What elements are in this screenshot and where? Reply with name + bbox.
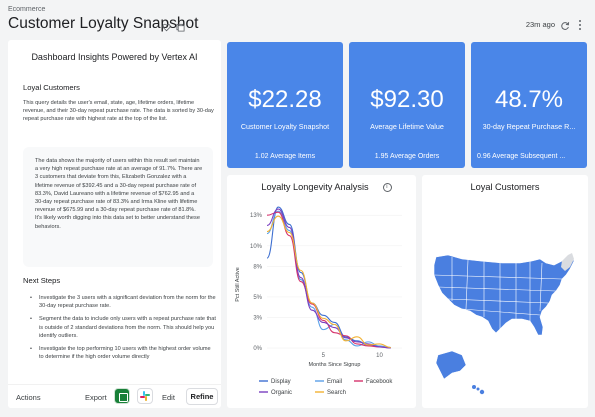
- kpi-value: $22.28: [248, 86, 322, 113]
- section-title-next-steps: Next Steps: [23, 276, 61, 285]
- legend-label: Search: [327, 390, 346, 396]
- list-item: Investigate the top performing 10 users …: [30, 345, 216, 361]
- kpi-value: $92.30: [370, 86, 444, 113]
- kpi-footer: 0.96 Average Subsequent ...: [477, 153, 566, 160]
- google-sheets-icon[interactable]: [114, 388, 130, 404]
- actions-bar: Actions Export Edit Refine: [8, 384, 221, 408]
- legend-label: Display: [271, 379, 291, 385]
- northeast-states: [561, 253, 574, 271]
- loyal-customers-map-panel: Loyal Customers: [422, 175, 588, 408]
- hawaii: [472, 385, 476, 389]
- us-contiguous-states: [433, 254, 575, 336]
- y-tick-label: 5%: [253, 295, 262, 301]
- section-description: This query details the user's email, sta…: [23, 100, 214, 123]
- y-tick-label: 0%: [253, 346, 262, 352]
- refine-button[interactable]: Refine: [186, 388, 218, 405]
- heart-icon[interactable]: [162, 19, 171, 32]
- actions-label: Actions: [16, 393, 41, 402]
- kpi-footer: 1.95 Average Orders: [374, 153, 440, 160]
- next-steps-list: Investigate the 3 users with a significa…: [30, 294, 216, 366]
- export-label: Export: [85, 393, 107, 402]
- state-borders: [433, 257, 563, 329]
- map-title: Loyal Customers: [470, 182, 540, 192]
- insights-panel: Dashboard Insights Powered by Vertex AI …: [8, 40, 221, 408]
- x-axis-label: Months Since Signup: [309, 362, 361, 368]
- list-item: Segment the data to include only users w…: [30, 315, 216, 340]
- legend-label: Facebook: [366, 379, 393, 385]
- kpi-value: 48.7%: [494, 86, 564, 113]
- slack-icon[interactable]: [137, 388, 153, 404]
- line-chart: 0% 3% 5% 8% 10% 13% 5 10 Months Since Signup Pct …: [235, 206, 402, 396]
- y-axis-label: Pct Still Active: [235, 267, 241, 302]
- section-title-loyal-customers: Loyal Customers: [23, 83, 80, 92]
- x-tick-label: 5: [322, 353, 326, 359]
- y-tick-label: 13%: [250, 213, 263, 219]
- hawaii: [479, 389, 485, 395]
- chart-title: Loyalty Longevity Analysis: [261, 182, 369, 192]
- list-item: Investigate the 3 users with a significa…: [30, 294, 216, 310]
- kpi-label: 30-day Repeat Purchase R...: [482, 122, 576, 131]
- kpi-card-repeat-purchase[interactable]: 48.7% 30-day Repeat Purchase R... 0.96 A…: [471, 42, 587, 168]
- title-icons: [162, 19, 185, 32]
- refresh-icon[interactable]: [560, 18, 570, 30]
- top-bar: Ecommerce Customer Loyalty Snapshot 23m …: [0, 0, 595, 40]
- series-line-search: [266, 215, 391, 349]
- y-tick-label: 10%: [250, 244, 263, 250]
- us-map[interactable]: [422, 175, 588, 408]
- kpi-label: Average Lifetime Value: [370, 122, 444, 131]
- more-vert-icon[interactable]: [575, 18, 585, 30]
- info-icon[interactable]: [383, 183, 392, 192]
- kpi-label: Customer Loyalty Snapshot: [240, 122, 330, 131]
- page-title: Customer Loyalty Snapshot: [8, 15, 199, 32]
- edit-label[interactable]: Edit: [162, 393, 175, 402]
- y-tick-label: 3%: [253, 315, 262, 321]
- last-updated: 23m ago: [525, 20, 555, 29]
- insight-summary: The data shows the majority of users wit…: [23, 147, 213, 267]
- folder-icon[interactable]: [176, 19, 185, 32]
- series-line-organic: [266, 208, 391, 349]
- x-tick-label: 10: [376, 353, 383, 359]
- insights-header: Dashboard Insights Powered by Vertex AI: [31, 52, 198, 62]
- legend-label: Organic: [271, 390, 292, 396]
- hawaii: [476, 387, 480, 391]
- alaska: [435, 350, 467, 380]
- kpi-card-loyalty-snapshot[interactable]: $22.28 Customer Loyalty Snapshot 1.02 Av…: [227, 42, 343, 168]
- kpi-footer: 1.02 Average Items: [254, 153, 316, 160]
- legend-label: Email: [327, 379, 342, 385]
- kpi-card-lifetime-value[interactable]: $92.30 Average Lifetime Value 1.95 Avera…: [349, 42, 465, 168]
- y-tick-label: 8%: [253, 264, 262, 270]
- loyalty-longevity-chart-panel: Loyalty Longevity Analysis 0% 3% 5% 8% 10% 13…: [227, 175, 416, 408]
- breadcrumb[interactable]: Ecommerce: [8, 6, 46, 13]
- series-line-facebook: [266, 211, 391, 349]
